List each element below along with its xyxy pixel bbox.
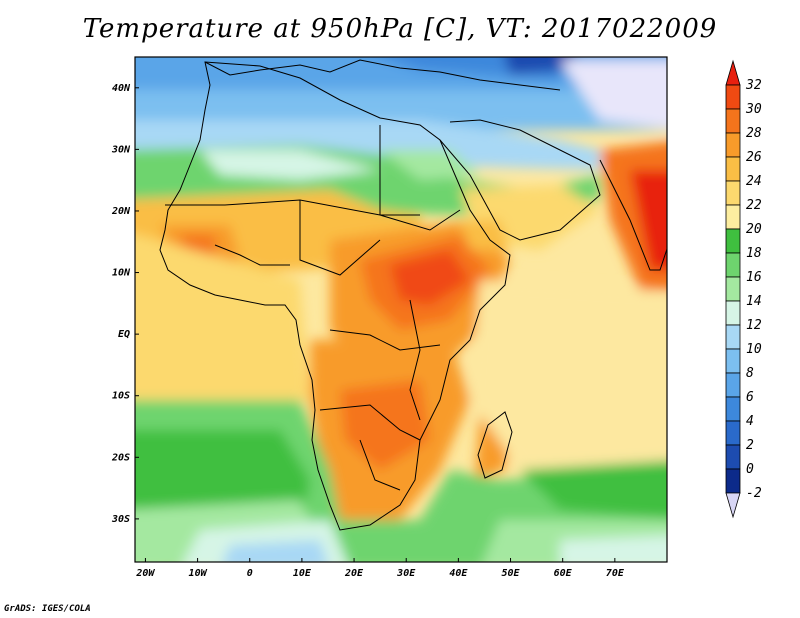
lat-label: 40N (112, 83, 131, 94)
lat-label: 30S (111, 514, 130, 525)
lon-label: 30E (396, 568, 416, 579)
lon-label: 10W (189, 568, 208, 579)
map-frame (134, 56, 668, 563)
lon-label: 60E (554, 568, 573, 579)
colorbar-swatch (725, 276, 741, 302)
colorbar-bottom-arrow (725, 492, 741, 519)
colorbar-swatch (725, 180, 741, 206)
colorbar-label: 4 (746, 414, 754, 429)
colorbar-label: 28 (746, 126, 762, 141)
colorbar-swatch (725, 444, 741, 470)
colorbar-label: 30 (745, 102, 762, 117)
colorbar-label: 0 (746, 462, 754, 477)
lat-label: 20S (111, 452, 130, 463)
colorbar-label: 12 (746, 318, 762, 333)
lat-label: 20N (111, 206, 131, 217)
colorbar-label: 32 (745, 78, 762, 93)
lon-label: 20W (135, 568, 155, 579)
lon-label: 0 (247, 568, 253, 579)
colorbar-top-arrow (725, 59, 741, 86)
colorbar-swatch (725, 468, 741, 494)
colorbar-label: 14 (746, 294, 762, 309)
colorbar-label: 26 (746, 150, 762, 165)
lat-label: 10N (112, 268, 131, 279)
colorbar-swatch (725, 228, 741, 254)
map-title: Temperature at 950hPa [C], VT: 201702200… (82, 14, 718, 44)
lon-label: 50E (501, 568, 520, 579)
colorbar-label: 18 (746, 246, 762, 261)
colorbar-swatch (725, 204, 741, 230)
colorbar-label: 10 (746, 342, 762, 357)
colorbar-label: 16 (746, 270, 762, 285)
colorbar-label: 6 (746, 390, 754, 405)
colorbar-swatch (725, 84, 741, 110)
colorbar-label: -2 (746, 486, 762, 501)
colorbar-label: 24 (746, 174, 762, 189)
colorbar-swatch (725, 348, 741, 374)
colorbar-swatch (725, 252, 741, 278)
temperature-field (135, 57, 667, 562)
colorbar-swatch (725, 396, 741, 422)
colorbar-swatch (725, 300, 741, 326)
lon-label: 20E (344, 568, 364, 579)
lat-label: 10S (112, 391, 130, 402)
colorbar-label: 22 (746, 198, 762, 213)
colorbar-label: 20 (746, 222, 762, 237)
lat-label: 30N (111, 144, 131, 155)
coastlines (159, 59, 667, 531)
colorbar-swatch (725, 132, 741, 158)
colorbar-label: 8 (746, 366, 754, 381)
lon-label: 40E (449, 568, 468, 579)
colorbar-swatch (725, 108, 741, 134)
credit-text: GrADS: IGES/COLA (4, 604, 91, 614)
colorbar-swatch (725, 372, 741, 398)
latitude-labels: 40N 30N 20N 10N EQ 10S 20S 30S (111, 83, 139, 525)
lon-label: 10E (293, 568, 312, 579)
colorbar-swatch (725, 420, 741, 446)
colorbar-swatch (725, 324, 741, 350)
longitude-labels: 20W 10W 0 10E 20E 30E 40E 50E 60E 70E (135, 558, 625, 579)
lat-label: EQ (118, 329, 130, 340)
colorbar-swatch (725, 156, 741, 182)
lon-label: 70E (606, 568, 625, 579)
colorbar-label: 2 (746, 438, 754, 453)
